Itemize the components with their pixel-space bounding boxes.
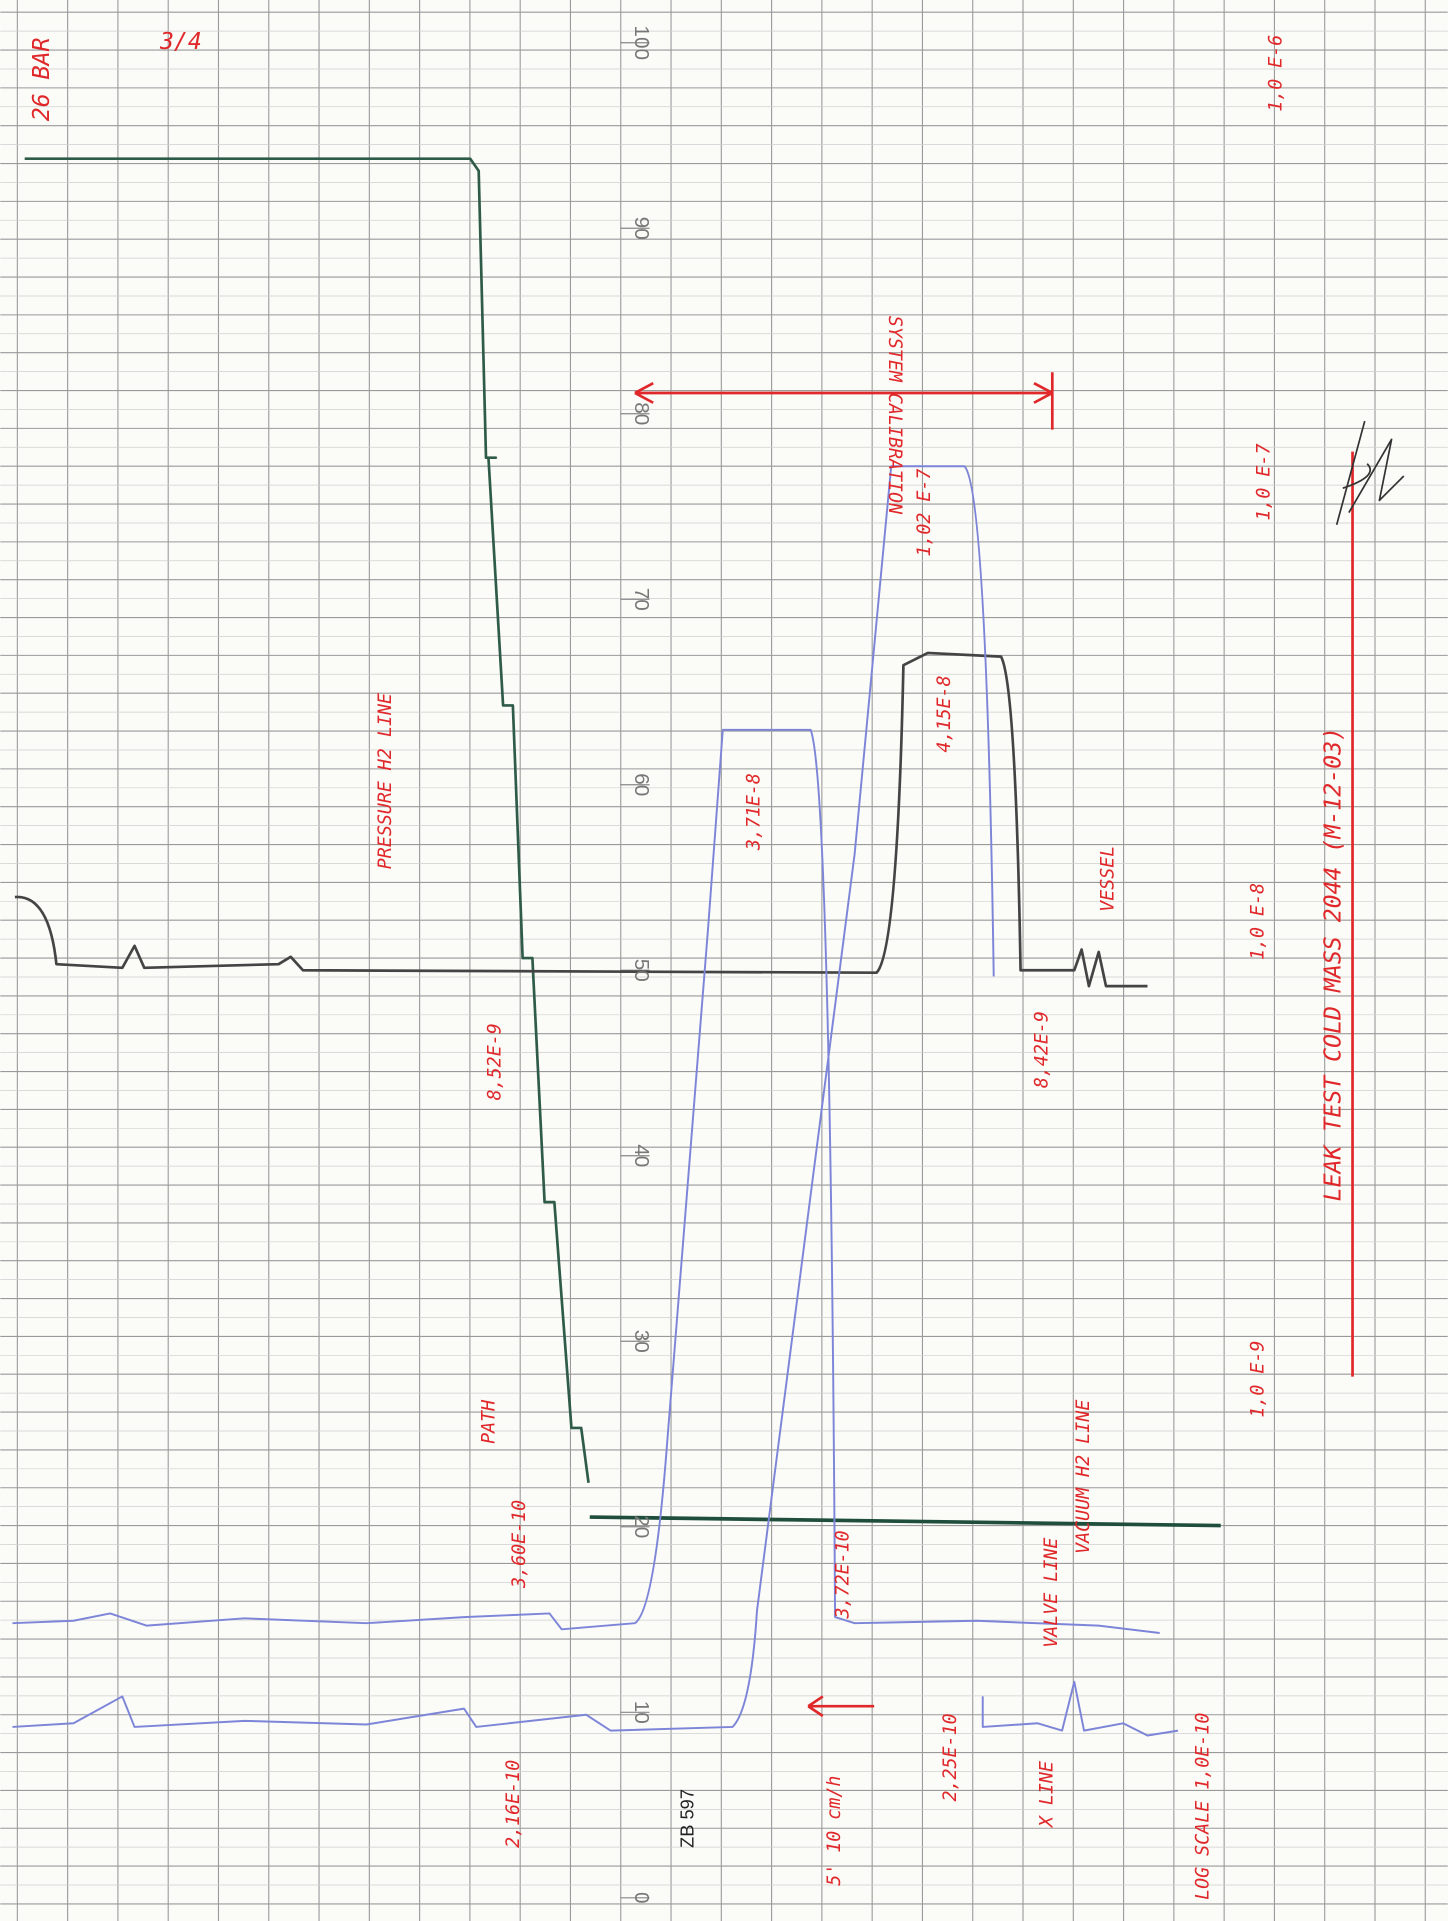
annotation: PATH [479,1399,500,1444]
vessel-trace [15,653,1148,986]
page: {"scale_labels": [0, 10, 20, 30, 40, 50,… [0,0,1448,1921]
scale-label: 50 [630,959,653,982]
annotation: LEAK TEST COLD MASS 2044 (M-12-03) [1319,727,1346,1201]
x-line-tail [983,1682,1178,1736]
scale-label: 90 [630,217,653,240]
scale-label: 30 [630,1330,653,1353]
annotation: 1,0 E-8 [1247,883,1268,960]
scale-label: 100 [630,25,653,60]
grid [0,0,1447,1921]
scale-label: 80 [630,402,653,425]
annotation: 1,0 E-7 [1254,444,1275,521]
annotation: 2,16E-10 [503,1760,524,1848]
annotation: 26 BAR [28,37,55,121]
scale-label: 0 [630,1892,653,1904]
annotation: VACUUM H2 LINE [1073,1400,1094,1554]
annotation: 5' 10 cm/h [824,1776,845,1886]
annotation: 3/4 [159,28,202,55]
recorder-chart: 0 10 20 30 40 50 60 70 80 90 100 26 BAR 3/4 1,0 E-6 1,… [0,0,1448,1921]
annotation: X LINE [1036,1761,1057,1829]
annotation: LOG SCALE 1,0E-10 [1193,1713,1214,1900]
annotation: 3,71E-8 [743,773,764,851]
annotation: SYSTEM CALIBRATION [884,316,905,515]
annotation: 1,0 E-6 [1266,35,1287,112]
stamp: ZB 597 [676,1789,697,1848]
annotation: 4,15E-8 [934,675,955,752]
annotation: 3,72E-10 [832,1530,853,1619]
scale-label: 60 [630,773,653,796]
calibration-arrow [635,372,1052,429]
scale-label: 70 [630,588,653,611]
annotation: 8,52E-9 [485,1023,506,1100]
scale-label: 10 [630,1701,653,1724]
annotation: 1,0 E-9 [1247,1341,1268,1418]
annotation: VESSEL [1097,846,1118,912]
h2-line-trace [12,730,1159,1633]
traces [12,159,1403,1736]
annotation: VALVE LINE [1041,1538,1062,1648]
annotation: 1,02 E-7 [914,469,935,557]
annotation: 3,60E-10 [509,1500,530,1589]
pressure-trace [25,159,589,1483]
vacuum-trace [590,1517,1221,1526]
annotation: PRESSURE H2 LINE [375,693,396,869]
annotation: 2,25E-10 [940,1713,961,1801]
scale-label: 20 [630,1515,653,1538]
speed-arrow [808,1696,874,1716]
annotation: 8,42E-9 [1031,1011,1052,1088]
scale-label: 40 [630,1144,653,1167]
signature [1337,421,1404,525]
